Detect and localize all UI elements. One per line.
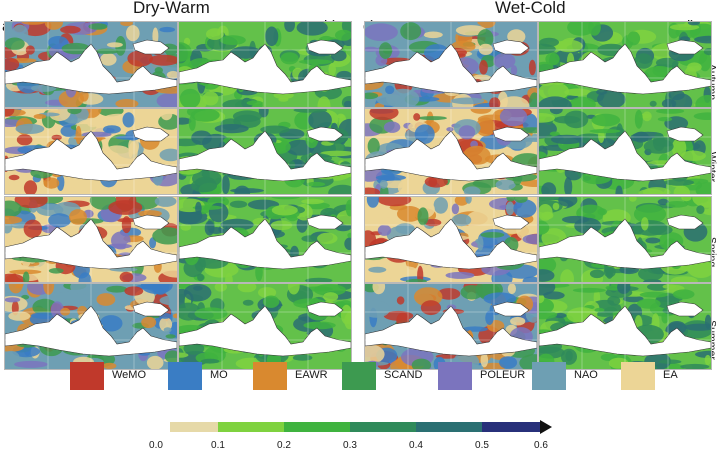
map-panel-c-winter <box>364 108 538 195</box>
legend-label-poleur: POLEUR <box>480 369 526 381</box>
legend-label-scand: SCAND <box>384 369 423 381</box>
map-panel-b-autumn <box>178 21 352 108</box>
title-wet-cold: Wet-Cold <box>495 0 566 17</box>
map-panel-c-autumn <box>364 21 538 108</box>
map-panel-b-winter <box>178 108 352 195</box>
map-panel-c-summer <box>364 283 538 370</box>
colorbar-tick-5: 0.5 <box>475 440 489 451</box>
legend-swatch-scand <box>342 362 376 390</box>
colorbar-arrow <box>540 420 552 434</box>
legend-swatch-poleur <box>438 362 472 390</box>
colorbar-tick-0: 0.0 <box>149 440 163 451</box>
colorbar-segment-6 <box>482 422 540 432</box>
colorbar-tick-2: 0.2 <box>277 440 291 451</box>
colorbar-segment-3 <box>284 422 350 432</box>
legend-label-nao: NAO <box>574 369 598 381</box>
legend-label-ea: EA <box>663 369 678 381</box>
legend-swatch-ea <box>621 362 655 390</box>
colorbar-segment-4 <box>350 422 416 432</box>
colorbar-segment-2 <box>218 422 284 432</box>
colorbar-segment-1 <box>170 422 218 432</box>
legend-swatch-wemo <box>70 362 104 390</box>
legend-label-eawr: EAWR <box>295 369 328 381</box>
map-panel-b-spring <box>178 196 352 283</box>
legend-label-wemo: WeMO <box>112 369 147 381</box>
map-panel-c-spring <box>364 196 538 283</box>
map-panel-a-summer <box>4 283 178 370</box>
map-panel-a-spring <box>4 196 178 283</box>
map-panel-d-summer <box>538 283 712 370</box>
map-panel-a-autumn <box>4 21 178 108</box>
map-panel-a-winter <box>4 108 178 195</box>
map-panel-b-summer <box>178 283 352 370</box>
colorbar-tick-4: 0.4 <box>409 440 423 451</box>
colorbar-tick-6: 0.6 <box>534 440 548 451</box>
legend-swatch-mo <box>168 362 202 390</box>
colorbar-tick-1: 0.1 <box>211 440 225 451</box>
map-panel-d-spring <box>538 196 712 283</box>
legend-label-mo: MO <box>210 369 228 381</box>
colorbar-tick-3: 0.3 <box>343 440 357 451</box>
colorbar-segment-5 <box>416 422 482 432</box>
legend-swatch-eawr <box>253 362 287 390</box>
map-panel-d-winter <box>538 108 712 195</box>
title-dry-warm: Dry-Warm <box>133 0 210 17</box>
legend-swatch-nao <box>532 362 566 390</box>
map-panel-d-autumn <box>538 21 712 108</box>
